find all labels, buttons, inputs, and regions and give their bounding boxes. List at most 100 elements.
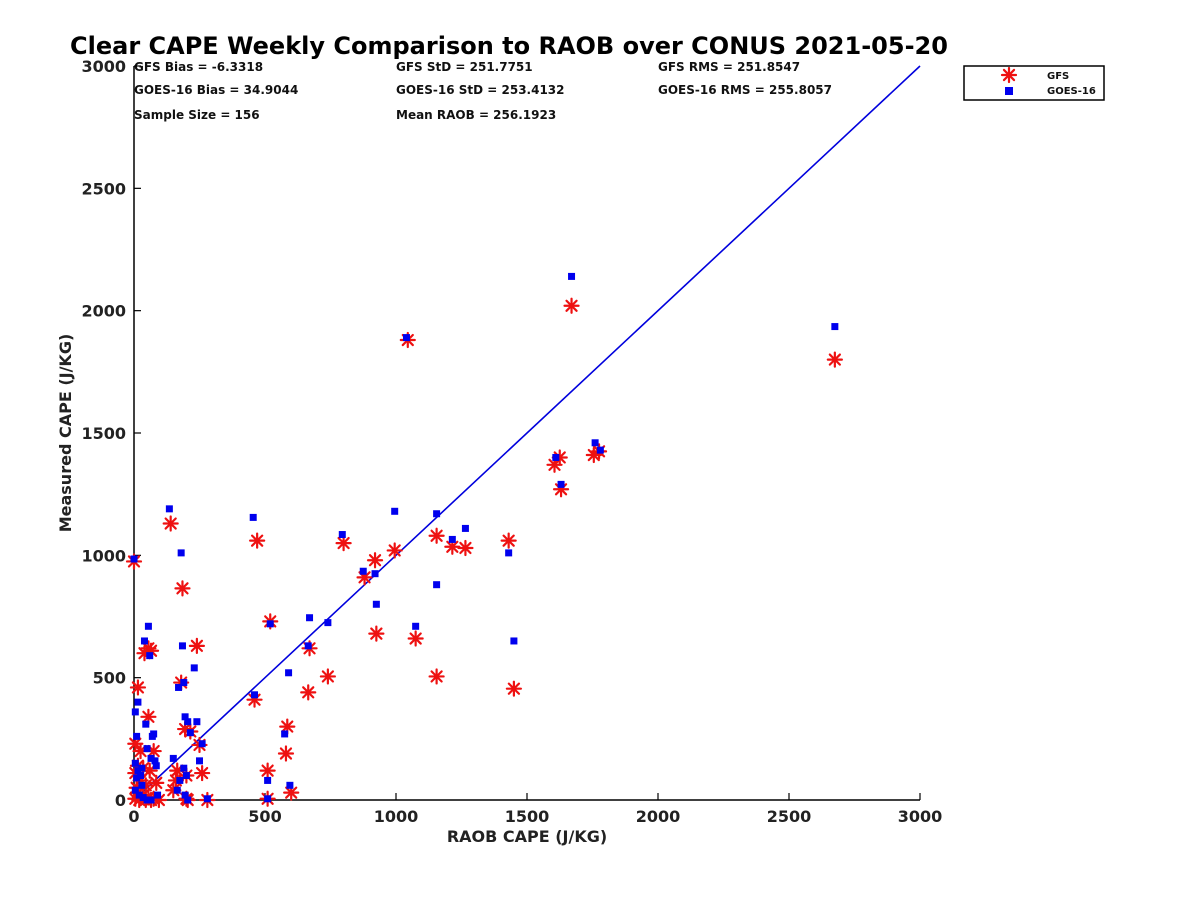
goes16-point [264,776,272,784]
gfs-point [368,625,385,642]
chart-title: Clear CAPE Weekly Comparison to RAOB ove… [70,32,948,60]
goes16-point [147,796,155,804]
goes16-point [510,637,518,645]
goes16-point [180,679,188,687]
plot-area: 0 500 1000 1500 2000 2500 3000 0 500 1000 1500 200… [81,57,942,826]
goes16-point [591,439,599,447]
y-tick-label: 2000 [81,302,126,321]
goes16-point [203,795,211,803]
reference-line [133,65,921,801]
y-tick-label: 2500 [81,179,126,198]
gfs-point [428,527,445,544]
stats-block: GFS Bias = -6.3318 GFS StD = 251.7751 GFS … [134,60,832,122]
goes16-point [249,513,257,521]
gfs-point [277,745,295,762]
goes16-point [198,740,206,748]
goes16-point [281,730,289,738]
goes16-point [146,652,154,660]
goes16-point [184,796,192,804]
goes16-point [140,637,148,645]
goes16-point [193,718,201,726]
x-axis-label: RAOB CAPE (J/KG) [447,827,607,846]
gfs-point [194,764,211,782]
goes16-point [304,642,312,650]
goes16-point [143,745,151,753]
y-tick-label: 0 [115,791,126,810]
stat-text: Sample Size = 156 [134,108,260,122]
gfs-point [826,351,843,368]
x-tick-label: 0 [128,807,139,826]
goes16-point [372,600,380,608]
goes16-point [154,791,162,799]
goes16-point [596,446,604,454]
goes16-point [251,691,259,699]
goes16-point [264,795,272,803]
goes16-point [152,762,160,770]
legend-goes16-marker [1005,87,1013,95]
goes16-point [196,757,203,765]
goes16-point [139,794,147,802]
goes16-point [165,505,173,513]
goes16-point [130,555,138,563]
goes16-point [131,786,139,794]
goes16-point [181,791,189,799]
y-tick-label: 1000 [81,546,126,565]
gfs-point [366,552,384,569]
gfs-point [148,774,165,791]
goes16-point [138,781,146,789]
goes16-point [433,510,441,518]
gfs-point [129,679,147,696]
goes16-point [131,708,139,716]
goes16-point [190,664,198,672]
y-tick-label: 3000 [81,57,126,76]
x-ticks: 0 500 1000 1500 2000 2500 3000 [128,793,942,826]
goes16-point [448,535,456,543]
goes16-point [134,767,142,775]
goes16-point [143,796,151,804]
y-ticks: 0 500 1000 1500 2000 2500 3000 [81,57,141,810]
stat-text: GOES-16 StD = 253.4132 [396,83,565,97]
y-axis-label: Measured CAPE (J/KG) [56,334,75,533]
gfs-point [505,680,523,697]
goes16-point [286,781,294,789]
gfs-point [319,668,336,685]
stat-text: GOES-16 RMS = 255.8057 [658,83,832,97]
gfs-point [428,668,445,685]
gfs-point [563,297,580,314]
y-tick-label: 1500 [81,424,126,443]
legend-gfs-marker [1000,66,1018,84]
goes16-point [142,720,150,728]
goes16-point [324,619,332,627]
goes16-point [371,570,379,578]
x-tick-label: 500 [248,807,281,826]
y-tick-label: 500 [93,669,126,688]
goes16-point [133,732,141,740]
gfs-point [259,762,276,779]
goes16-point [176,776,184,784]
goes16-point [359,567,367,575]
goes16-point [180,764,188,772]
goes16-point [181,713,189,721]
goes16-point [184,718,192,726]
x-tick-label: 1500 [505,807,550,826]
gfs-point [140,708,157,725]
goes16-point [461,524,469,532]
gfs-point [407,630,424,647]
goes16-point [150,730,158,738]
legend: GFS GOES-16 [963,65,1105,101]
x-tick-label: 1000 [374,807,419,826]
gfs-point [300,684,317,701]
goes16-point [552,453,560,461]
x-tick-label: 2000 [636,807,681,826]
gfs-point [162,515,179,532]
goes16-point [134,698,142,706]
legend-goes16-label: GOES-16 [1047,86,1096,97]
gfs-point [249,532,266,549]
goes16-point [137,772,145,780]
gfs-point [174,580,191,597]
gfs-point [188,637,205,654]
goes16-point [133,774,141,782]
goes16-point [433,581,441,589]
gfs-series [125,297,843,809]
